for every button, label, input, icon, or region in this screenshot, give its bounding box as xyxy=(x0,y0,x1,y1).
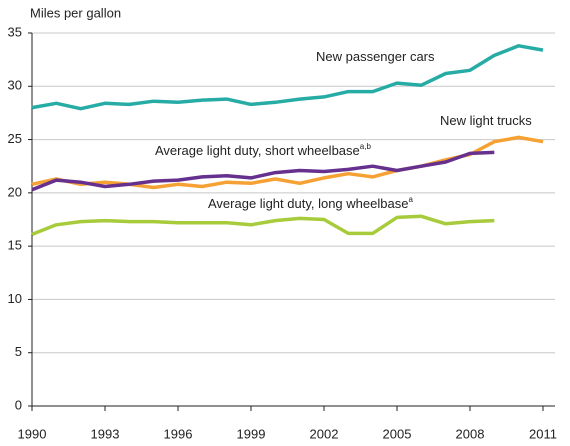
x-tick-label: 2005 xyxy=(383,426,412,441)
series-superscript: a,b xyxy=(360,142,372,151)
x-tick-label: 1999 xyxy=(237,426,266,441)
y-tick-label: 20 xyxy=(8,184,22,199)
y-tick-label: 0 xyxy=(15,397,22,412)
y-tick-label: 25 xyxy=(8,131,22,146)
series-name: Average light duty, short wheelbase xyxy=(155,143,360,158)
x-tick-label: 1993 xyxy=(91,426,120,441)
series-line xyxy=(31,214,495,237)
x-tick-label: 1990 xyxy=(18,426,47,441)
series-name: New passenger cars xyxy=(316,49,435,64)
series-name: Average light duty, long wheelbase xyxy=(208,196,408,211)
series-line xyxy=(31,150,495,192)
series-label: New light trucks xyxy=(440,113,532,128)
y-tick-label: 15 xyxy=(8,238,22,253)
x-tick-label: 2011 xyxy=(529,426,557,441)
y-tick-label: 30 xyxy=(8,78,22,93)
series-label: New passenger cars xyxy=(316,49,435,64)
x-tick-label: 2008 xyxy=(456,426,485,441)
y-tick-label: 35 xyxy=(8,24,22,39)
y-tick-label: 5 xyxy=(15,344,22,359)
series-name: New light trucks xyxy=(440,113,532,128)
x-tick-label: 2002 xyxy=(310,426,339,441)
series-label: Average light duty, long wheelbasea xyxy=(208,195,413,211)
y-tick-label: 10 xyxy=(8,291,22,306)
series-label: Average light duty, short wheelbasea,b xyxy=(155,142,371,158)
series-superscript: a xyxy=(408,195,413,204)
x-tick-label: 1996 xyxy=(164,426,193,441)
series-line xyxy=(31,44,544,111)
y-axis-label: Miles per gallon xyxy=(30,5,121,20)
